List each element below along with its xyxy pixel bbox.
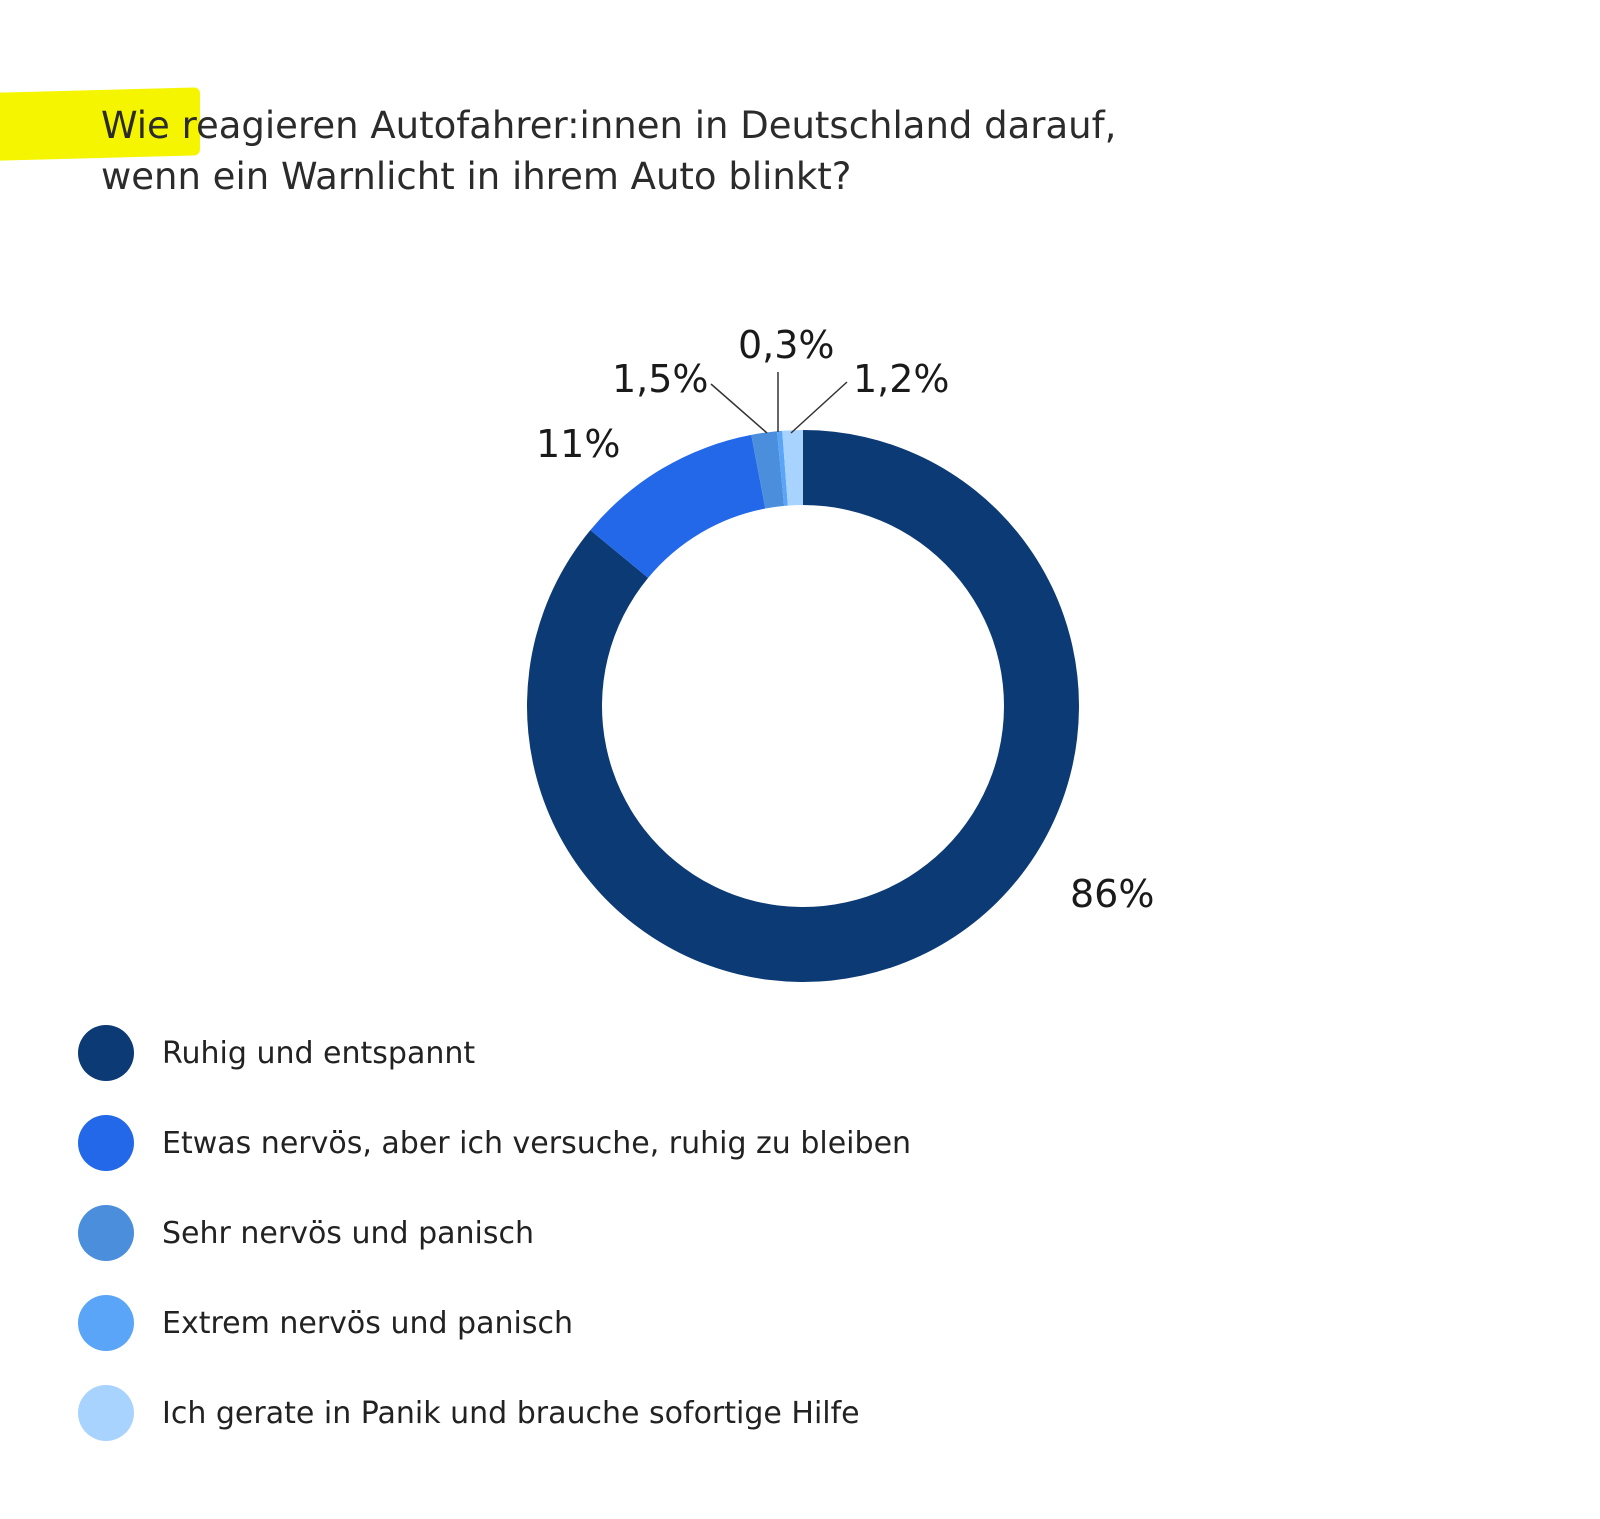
slice-labels: 86% 11% 1,5% 0,3% 1,2% bbox=[536, 323, 1154, 916]
legend-label: Extrem nervös und panisch bbox=[162, 1305, 573, 1341]
slice-value-label: 1,5% bbox=[612, 357, 709, 401]
donut-slices bbox=[527, 430, 1080, 982]
legend-swatch bbox=[78, 1295, 134, 1351]
donut-slice bbox=[751, 431, 785, 509]
slice-value-label: 0,3% bbox=[738, 323, 835, 367]
chart-title-line-2: wenn ein Warnlicht in ihrem Auto blinkt? bbox=[101, 155, 852, 198]
legend-item: Sehr nervös und panisch bbox=[78, 1205, 911, 1261]
legend-item: Ruhig und entspannt bbox=[78, 1025, 911, 1081]
legend-label: Ich gerate in Panik und brauche sofortig… bbox=[162, 1395, 860, 1431]
slice-value-label: 11% bbox=[536, 422, 620, 466]
slice-value-label: 1,2% bbox=[853, 357, 950, 401]
chart-legend: Ruhig und entspannt Etwas nervös, aber i… bbox=[78, 1025, 911, 1475]
legend-label: Ruhig und entspannt bbox=[162, 1035, 476, 1071]
legend-item: Etwas nervös, aber ich versuche, ruhig z… bbox=[78, 1115, 911, 1171]
chart-title: Wie reagieren Autofahrer:innen in Deutsc… bbox=[101, 100, 1401, 202]
legend-swatch bbox=[78, 1025, 134, 1081]
legend-item: Ich gerate in Panik und brauche sofortig… bbox=[78, 1385, 911, 1441]
leader-line bbox=[710, 383, 768, 434]
legend-swatch bbox=[78, 1385, 134, 1441]
slice-value-label: 86% bbox=[1070, 872, 1154, 916]
donut-slice bbox=[777, 430, 788, 506]
donut-slice bbox=[590, 434, 766, 578]
leader-line bbox=[790, 381, 848, 434]
chart-title-line-1: Wie reagieren Autofahrer:innen in Deutsc… bbox=[101, 104, 1117, 147]
legend-swatch bbox=[78, 1205, 134, 1261]
legend-label: Etwas nervös, aber ich versuche, ruhig z… bbox=[162, 1125, 912, 1161]
legend-label: Sehr nervös und panisch bbox=[162, 1215, 534, 1251]
legend-item: Extrem nervös und panisch bbox=[78, 1295, 911, 1351]
donut-slice bbox=[782, 430, 803, 506]
legend-swatch bbox=[78, 1115, 134, 1171]
label-leader-lines bbox=[710, 372, 848, 434]
